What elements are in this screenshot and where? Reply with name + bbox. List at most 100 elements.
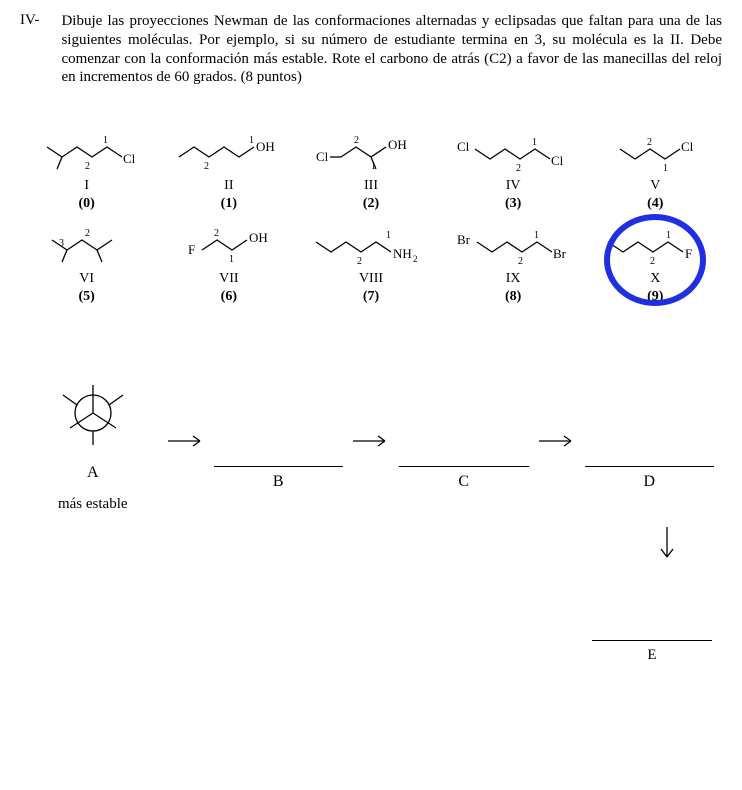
atom-label: 2 xyxy=(85,228,90,239)
substituent-left: Cl xyxy=(457,139,470,154)
down-arrow-row xyxy=(20,525,722,570)
molecule-structure-I: 2 1 Cl xyxy=(37,127,137,177)
molecule-cell-VI: 3 2 VI (5) xyxy=(20,220,153,305)
substituent-left: F xyxy=(188,242,195,257)
molecule-roman: VII xyxy=(162,270,295,288)
substituent: Cl xyxy=(681,139,694,154)
atom-label: 2 xyxy=(214,228,219,239)
molecule-structure-X: 2 1 F xyxy=(600,220,710,270)
answer-label: A xyxy=(20,464,166,482)
molecule-digit: (7) xyxy=(304,288,437,306)
answer-A: A más estable xyxy=(20,373,166,513)
molecule-roman: IX xyxy=(446,270,579,288)
atom-label: 2 xyxy=(647,137,652,148)
molecule-roman: VIII xyxy=(304,270,437,288)
substituent: Cl xyxy=(123,151,136,166)
atom-label: 1 xyxy=(371,161,376,172)
atom-label: 1 xyxy=(229,254,234,265)
arrow-icon xyxy=(537,432,577,455)
most-stable-label: más estable xyxy=(20,496,166,513)
molecule-structure-III: Cl 2 1 OH xyxy=(316,127,426,177)
atom-label: 2 xyxy=(85,161,90,172)
molecule-roman: II xyxy=(162,177,295,195)
molecule-cell-III: Cl 2 1 OH III (2) xyxy=(304,127,437,212)
atom-label: 1 xyxy=(532,137,537,148)
molecule-cell-VIII: 2 1 NH 2 VIII (7) xyxy=(304,220,437,305)
molecule-structure-VI: 3 2 xyxy=(37,220,137,270)
atom-label: 2 xyxy=(516,163,521,174)
answer-line xyxy=(592,640,712,641)
molecule-digit: (0) xyxy=(20,195,153,213)
molecule-structure-V: 2 1 Cl xyxy=(605,127,705,177)
molecule-cell-I: 2 1 Cl I (0) xyxy=(20,127,153,212)
arrow-icon xyxy=(166,432,206,455)
molecule-structure-VII: F 2 1 OH xyxy=(174,220,284,270)
answer-E-row: E xyxy=(20,640,722,664)
molecule-structure-VIII: 2 1 NH 2 xyxy=(311,220,431,270)
arrow-icon xyxy=(351,432,391,455)
molecule-roman: V xyxy=(589,177,722,195)
molecule-digit: (9) xyxy=(589,288,722,306)
atom-label: 1 xyxy=(386,230,391,241)
substituent: Cl xyxy=(551,153,564,168)
molecule-structure-IX: Br 2 1 Br xyxy=(453,220,573,270)
molecule-digit: (6) xyxy=(162,288,295,306)
atom-label: 1 xyxy=(666,230,671,241)
molecule-roman: III xyxy=(304,177,437,195)
substituent: OH xyxy=(249,230,268,245)
substituent-sub: 2 xyxy=(413,254,418,264)
answer-B: B xyxy=(206,396,352,491)
answer-D: D xyxy=(577,396,723,491)
atom-label: 2 xyxy=(204,161,209,172)
atom-label: 2 xyxy=(357,256,362,267)
atom-label: 1 xyxy=(103,135,108,146)
molecule-roman: I xyxy=(20,177,153,195)
answer-label: C xyxy=(391,473,537,491)
molecule-roman: VI xyxy=(20,270,153,288)
question-text: Dibuje las proyecciones Newman de las co… xyxy=(61,12,722,87)
molecule-digit: (2) xyxy=(304,195,437,213)
atom-label: 1 xyxy=(534,230,539,241)
answer-row: A más estable B C D xyxy=(20,373,722,513)
molecule-cell-X: 2 1 F X (9) xyxy=(589,220,722,305)
newman-template xyxy=(48,373,138,453)
molecule-digit: (5) xyxy=(20,288,153,306)
answer-E: E xyxy=(592,640,712,664)
substituent: NH xyxy=(393,246,412,261)
answer-line xyxy=(214,466,344,467)
answer-label: D xyxy=(577,473,723,491)
arrow-down-icon xyxy=(657,525,677,565)
molecule-structure-II: 2 1 OH xyxy=(174,127,284,177)
substituent: F xyxy=(685,246,692,261)
answer-line xyxy=(585,466,715,467)
substituent: OH xyxy=(256,139,275,154)
molecule-digit: (4) xyxy=(589,195,722,213)
answer-C: C xyxy=(391,396,537,491)
answer-line xyxy=(399,466,529,467)
question-block: IV- Dibuje las proyecciones Newman de la… xyxy=(20,12,722,87)
molecule-digit: (3) xyxy=(446,195,579,213)
atom-label: 1 xyxy=(663,163,668,174)
answer-label: E xyxy=(647,647,656,663)
substituent: Br xyxy=(553,246,567,261)
molecule-structure-IV: Cl 2 1 Cl xyxy=(453,127,573,177)
substituent-left: Cl xyxy=(316,149,329,164)
molecule-cell-IX: Br 2 1 Br IX (8) xyxy=(446,220,579,305)
atom-label: 2 xyxy=(518,256,523,267)
molecule-cell-IV: Cl 2 1 Cl IV (3) xyxy=(446,127,579,212)
question-number: IV- xyxy=(20,12,39,29)
molecule-digit: (1) xyxy=(162,195,295,213)
answer-label: B xyxy=(206,473,352,491)
atom-label: 2 xyxy=(650,256,655,267)
molecule-digit: (8) xyxy=(446,288,579,306)
substituent: OH xyxy=(388,137,407,152)
atom-label: 3 xyxy=(59,238,64,249)
molecule-cell-II: 2 1 OH II (1) xyxy=(162,127,295,212)
molecule-roman: X xyxy=(589,270,722,288)
molecule-cell-V: 2 1 Cl V (4) xyxy=(589,127,722,212)
molecule-roman: IV xyxy=(446,177,579,195)
atom-label: 1 xyxy=(249,135,254,146)
molecule-cell-VII: F 2 1 OH VII (6) xyxy=(162,220,295,305)
substituent-left: Br xyxy=(457,232,471,247)
atom-label: 2 xyxy=(354,135,359,146)
